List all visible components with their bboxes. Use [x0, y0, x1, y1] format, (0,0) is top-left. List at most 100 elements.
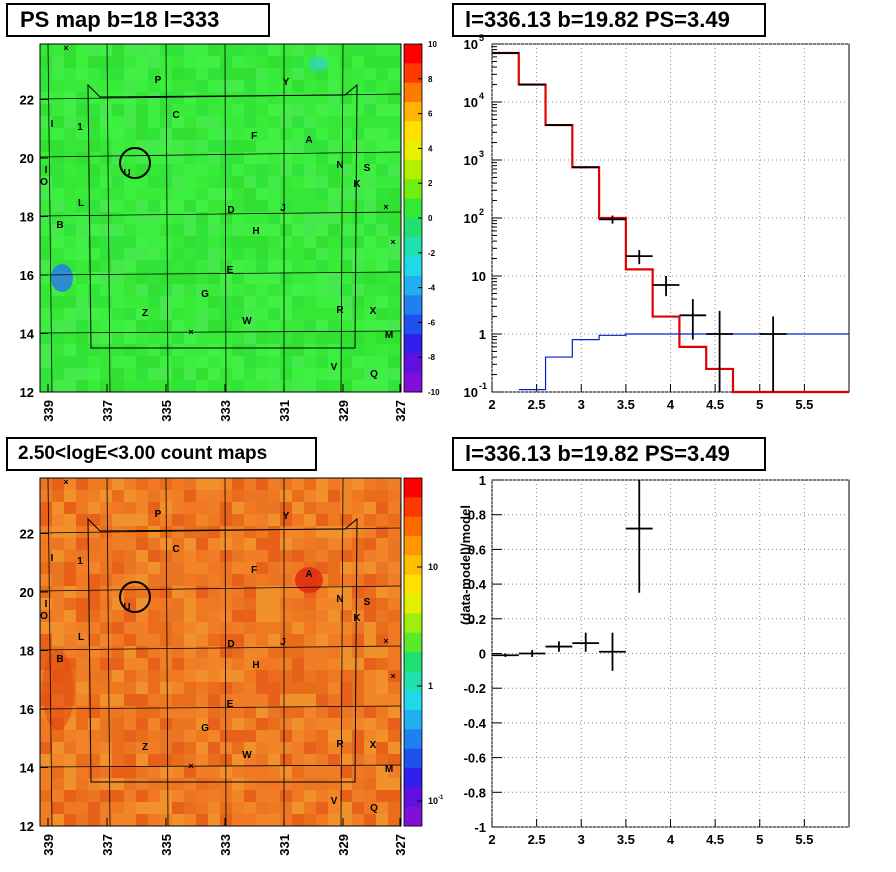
map-pixel: [244, 754, 256, 766]
map-pixel: [88, 586, 100, 598]
colorbar-bottom-tick-label: 10: [428, 562, 438, 572]
map-pixel: [328, 56, 340, 68]
map-pixel: [340, 248, 352, 260]
map-pixel: [196, 332, 208, 344]
map-pixel: [340, 622, 352, 634]
map-pixel: [100, 814, 112, 826]
map-pixel: [280, 682, 292, 694]
map-pixel: [208, 80, 220, 92]
map-pixel: [280, 140, 292, 152]
map-pixel: [244, 514, 256, 526]
map-pixel: [220, 224, 232, 236]
map-pixel: [136, 176, 148, 188]
map-pixel: [100, 332, 112, 344]
map-pixel: [340, 44, 352, 56]
map-pixel: [124, 586, 136, 598]
map-pixel: [388, 538, 400, 550]
map-pixel: [268, 224, 280, 236]
map-pixel: [304, 550, 316, 562]
map-pixel: [64, 80, 76, 92]
map-pixel: [364, 814, 376, 826]
map-pixel: [232, 478, 244, 490]
map-pixel: [244, 646, 256, 658]
map-pixel: [100, 356, 112, 368]
map-pixel: [112, 682, 124, 694]
map-pixel: [40, 92, 52, 104]
map-pixel: [244, 610, 256, 622]
map-pixel: [388, 116, 400, 128]
map-pixel: [352, 682, 364, 694]
map-pixel: [124, 646, 136, 658]
map-pixel: [328, 778, 340, 790]
map-pixel: [388, 248, 400, 260]
map-pixel: [304, 80, 316, 92]
map-pixel: [64, 56, 76, 68]
map-pixel: [280, 236, 292, 248]
map-pixel: [268, 742, 280, 754]
map-pixel: [172, 248, 184, 260]
map-pixel: [160, 368, 172, 380]
map-pixel: [52, 814, 64, 826]
map-source-circle: [119, 581, 151, 613]
map-pixel: [136, 368, 148, 380]
map-pixel: [376, 128, 388, 140]
map-pixel: [52, 236, 64, 248]
map-pixel: [88, 610, 100, 622]
map-pixel: [136, 356, 148, 368]
map-pixel: [232, 610, 244, 622]
map-pixel: [52, 478, 64, 490]
map-pixel: [136, 272, 148, 284]
map-pixel: [136, 538, 148, 550]
map-pixel: [112, 790, 124, 802]
map-pixel: [268, 478, 280, 490]
map-pixel: [316, 706, 328, 718]
map-pixel: [208, 670, 220, 682]
map-pixel: [352, 646, 364, 658]
map-pixel: [40, 502, 52, 514]
map-pixel: [364, 44, 376, 56]
map-pixel: [256, 356, 268, 368]
map-pixel: [208, 212, 220, 224]
map-pixel: [280, 104, 292, 116]
map-pixel: [184, 574, 196, 586]
map-pixel: [112, 538, 124, 550]
map-pixel: [52, 152, 64, 164]
bottom-right-title: l=336.13 b=19.82 PS=3.49: [452, 437, 766, 471]
map-pixel: [220, 634, 232, 646]
map-pixel: [124, 80, 136, 92]
map-pixel: [52, 634, 64, 646]
map-pixel: [136, 682, 148, 694]
map-pixel: [184, 56, 196, 68]
map-grid-parallel: [39, 211, 402, 217]
map-pixel: [388, 380, 400, 392]
map-pixel: [172, 272, 184, 284]
map-pixel: [136, 68, 148, 80]
map-pixel: [388, 140, 400, 152]
map-pixel: [88, 236, 100, 248]
map-pixel: [268, 152, 280, 164]
map-pixel: [268, 658, 280, 670]
map-pixel: [208, 272, 220, 284]
map-pixel: [76, 92, 88, 104]
map-pixel: [316, 368, 328, 380]
map-pixel: [388, 694, 400, 706]
map-pixel: [184, 646, 196, 658]
map-pixel: [376, 356, 388, 368]
map-pixel: [280, 514, 292, 526]
map-pixel: [172, 754, 184, 766]
map-pixel: [256, 212, 268, 224]
map-pixel: [256, 56, 268, 68]
map-pixel: [388, 128, 400, 140]
map-pixel: [352, 490, 364, 502]
map-pixel: [352, 344, 364, 356]
map-pixel: [292, 658, 304, 670]
map-pixel: [208, 742, 220, 754]
map-pixel: [88, 260, 100, 272]
map-pixel: [52, 308, 64, 320]
map-pixel: [148, 730, 160, 742]
map-source-label: I: [51, 119, 54, 130]
map-pixel: [184, 128, 196, 140]
map-pixel: [232, 634, 244, 646]
map-pixel: [172, 634, 184, 646]
map-pixel: [124, 598, 136, 610]
